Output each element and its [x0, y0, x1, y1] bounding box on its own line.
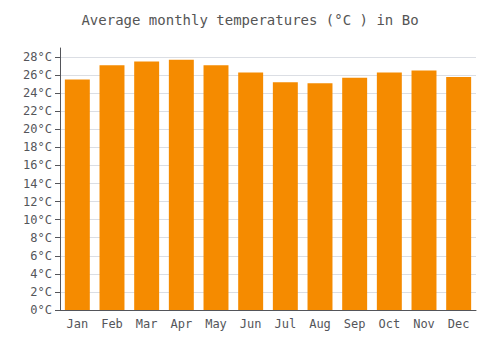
svg-text:10°C: 10°C — [23, 213, 52, 227]
svg-text:Jul: Jul — [274, 317, 296, 331]
svg-text:26°C: 26°C — [23, 68, 52, 82]
svg-text:24°C: 24°C — [23, 86, 52, 100]
svg-text:12°C: 12°C — [23, 195, 52, 209]
svg-text:28°C: 28°C — [23, 50, 52, 64]
svg-text:Apr: Apr — [170, 317, 192, 331]
svg-text:Sep: Sep — [344, 317, 366, 331]
svg-text:0°C: 0°C — [30, 303, 52, 317]
svg-text:18°C: 18°C — [23, 140, 52, 154]
svg-text:Jun: Jun — [240, 317, 262, 331]
svg-text:May: May — [205, 317, 227, 331]
svg-text:20°C: 20°C — [23, 122, 52, 136]
svg-text:Jan: Jan — [66, 317, 88, 331]
svg-text:16°C: 16°C — [23, 158, 52, 172]
svg-text:4°C: 4°C — [30, 267, 52, 281]
svg-text:22°C: 22°C — [23, 104, 52, 118]
svg-text:14°C: 14°C — [23, 177, 52, 191]
svg-text:2°C: 2°C — [30, 285, 52, 299]
svg-text:Average monthly temperatures (: Average monthly temperatures (°C ) in Bo — [81, 12, 418, 28]
svg-text:Nov: Nov — [413, 317, 435, 331]
svg-text:Mar: Mar — [136, 317, 158, 331]
svg-text:Oct: Oct — [378, 317, 400, 331]
svg-text:6°C: 6°C — [30, 249, 52, 263]
svg-text:8°C: 8°C — [30, 231, 52, 245]
svg-text:Feb: Feb — [101, 317, 123, 331]
svg-text:Dec: Dec — [448, 317, 470, 331]
svg-text:Aug: Aug — [309, 317, 331, 331]
